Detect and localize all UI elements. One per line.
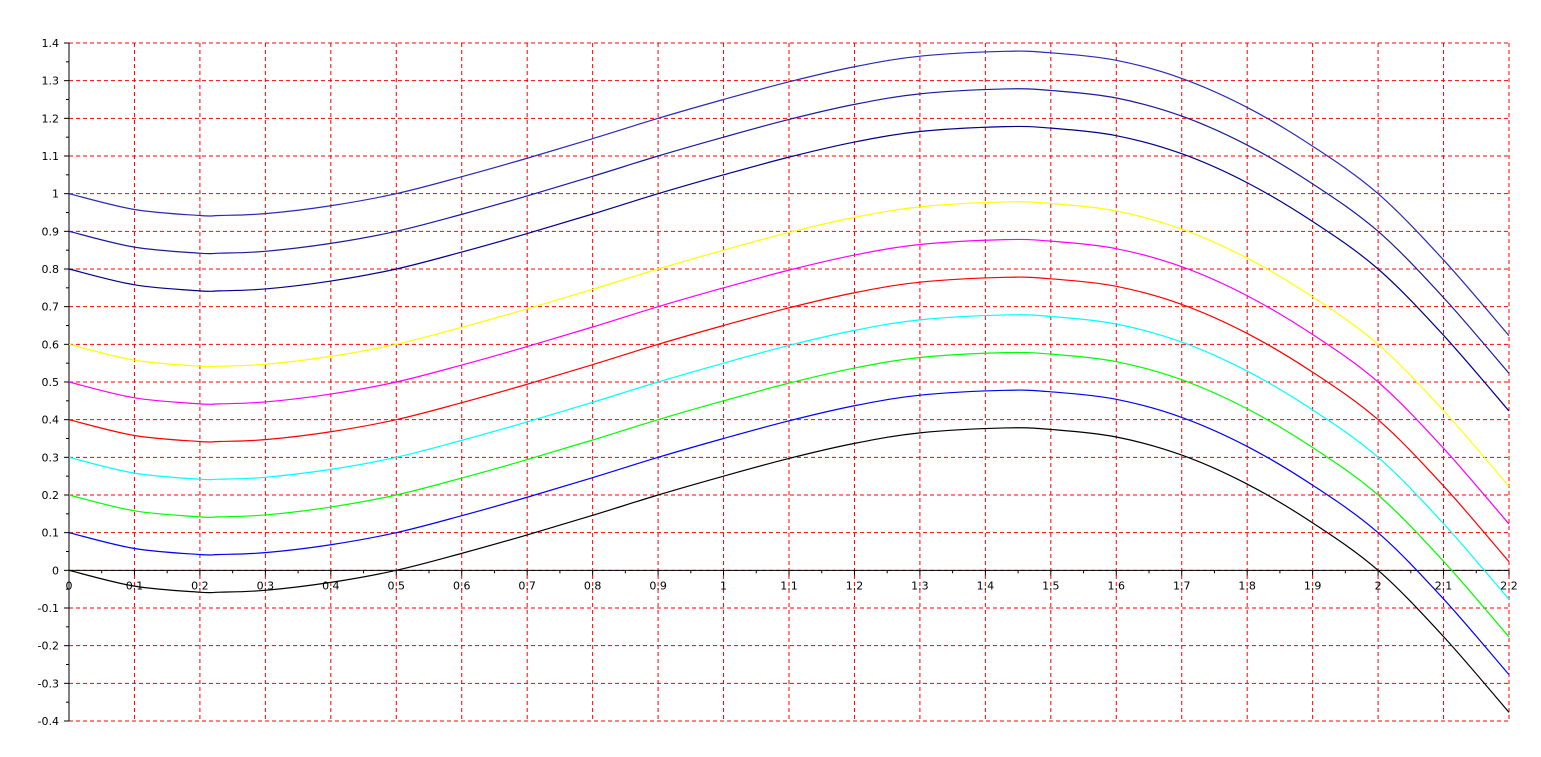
x-tick-label: 2.2: [1500, 579, 1518, 592]
series-line-4: [68, 314, 1510, 600]
y-tick-label: -0.2: [38, 640, 59, 653]
y-tick-label: 0.9: [42, 225, 60, 238]
y-tick-label: 0: [52, 564, 59, 577]
x-tick-label: 0.5: [388, 579, 406, 592]
y-tick-label: 1.4: [42, 37, 60, 50]
y-tick-label: 0.8: [42, 263, 60, 276]
y-tick-label: 0.2: [42, 489, 60, 502]
y-tick-label: 0.6: [42, 338, 60, 351]
series-line-10: [68, 50, 1510, 337]
y-tick-label: 0.7: [42, 301, 60, 314]
y-tick-label: 0.1: [42, 527, 60, 540]
x-tick-label: 1.3: [911, 579, 929, 592]
x-tick-label: 1.2: [846, 579, 864, 592]
x-tick-label: 0.7: [518, 579, 536, 592]
x-tick-label: 1: [720, 579, 727, 592]
y-tick-label: 0.5: [42, 376, 60, 389]
x-tick-label: 1.1: [780, 579, 798, 592]
x-tick-label: 0: [66, 579, 73, 592]
y-tick-label: 1.3: [42, 75, 60, 88]
series-line-8: [68, 125, 1510, 412]
y-tick-label: 1: [52, 188, 59, 201]
y-tick-label: 1.2: [42, 112, 60, 125]
series-line-5: [68, 276, 1510, 563]
x-tick-label: 1.8: [1238, 579, 1256, 592]
x-tick-label: 1.5: [1042, 579, 1060, 592]
y-tick-label: -0.4: [38, 715, 59, 728]
x-tick-label: 0.3: [257, 579, 275, 592]
series-line-2: [68, 389, 1510, 676]
y-tick-label: 0.4: [42, 414, 60, 427]
series-line-9: [68, 88, 1510, 374]
series-line-1: [68, 427, 1510, 713]
x-tick-label: 0.1: [126, 579, 144, 592]
y-tick-label: -0.3: [38, 677, 59, 690]
x-tick-label: 2: [1375, 579, 1382, 592]
x-tick-label: 1.9: [1304, 579, 1322, 592]
series-line-3: [68, 351, 1510, 638]
y-tick-label: 0.3: [42, 451, 60, 464]
axes: [64, 42, 1510, 722]
x-tick-label: 1.7: [1173, 579, 1191, 592]
tick-labels: -0.4 -0.3 -0.2 -0.1 0 0.1 0.2 0.3 0.4 0.5 0.6 0.7 0.…: [38, 37, 1518, 728]
x-tick-label: 0.4: [322, 579, 340, 592]
x-tick-label: 2.1: [1435, 579, 1453, 592]
x-tick-label: 1.4: [977, 579, 995, 592]
x-tick-label: 1.6: [1108, 579, 1126, 592]
x-tick-label: 0.9: [649, 579, 667, 592]
x-tick-label: 0.8: [584, 579, 602, 592]
series-line-6: [68, 238, 1510, 525]
grid-lines: [69, 42, 1510, 722]
x-tick-label: 0.6: [453, 579, 471, 592]
y-tick-label: 1.1: [42, 150, 60, 163]
series-line-7: [68, 201, 1510, 487]
x-tick-label: 0.2: [191, 579, 209, 592]
y-tick-label: -0.1: [38, 602, 59, 615]
series-lines: [68, 50, 1510, 713]
